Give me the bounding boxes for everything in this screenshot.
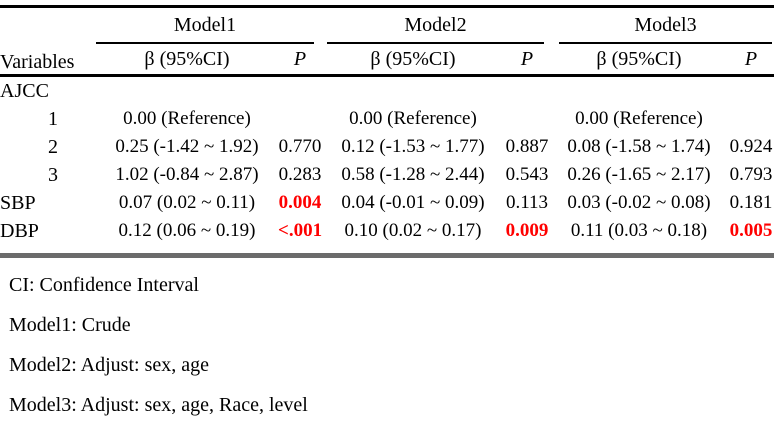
beta-ci-cell: 0.10 (0.02 ~ 0.17) <box>344 220 482 241</box>
footnote-model1: Model1: Crude <box>9 314 131 336</box>
beta-ci-cell <box>550 76 728 106</box>
row-label: SBP <box>0 192 36 214</box>
table-row-stage1: 1 0.00 (Reference) 0.00 (Reference) 0.00… <box>0 105 774 133</box>
beta-ci-cell: 0.00 (Reference) <box>123 108 251 129</box>
table-row-stage2: 2 0.25 (-1.42 ~ 1.92) 0.770 0.12 (-1.53 … <box>0 133 774 161</box>
p-value-cell <box>278 76 322 106</box>
table-row-stage3: 3 1.02 (-0.84 ~ 2.87) 0.283 0.58 (-1.28 … <box>0 161 774 189</box>
model2-group-header: Model2 <box>322 7 550 44</box>
variables-header: Variables <box>0 6 96 77</box>
model1-group-header: Model1 <box>96 7 322 44</box>
model3-beta-header: β (95%CI) <box>550 44 728 77</box>
p-value-cell: 0.770 <box>278 136 322 157</box>
p-value-cell <box>504 76 550 106</box>
p-value-cell: 0.924 <box>729 136 773 157</box>
model3-spanner: Model3 <box>559 8 772 44</box>
beta-ci-cell: 0.12 (0.06 ~ 0.19) <box>118 220 256 241</box>
table-row-ajcc: AJCC <box>0 76 774 106</box>
model-group-row: Variables Model1 Model2 Model3 <box>0 6 774 77</box>
p-value-cell: 0.887 <box>505 136 549 157</box>
subheader-row: β (95%CI) P β (95%CI) P β (95%CI) P <box>0 44 774 77</box>
beta-ci-cell: 0.25 (-1.42 ~ 1.92) <box>115 136 259 157</box>
beta-ci-cell: 0.00 (Reference) <box>349 108 477 129</box>
p-value-cell: 0.009 <box>505 220 549 241</box>
beta-ci-cell: 0.03 (-0.02 ~ 0.08) <box>567 192 711 213</box>
beta-ci-cell: 0.00 (Reference) <box>575 108 703 129</box>
beta-ci-cell: 1.02 (-0.84 ~ 2.87) <box>115 164 259 185</box>
p-value-cell <box>504 105 550 133</box>
table-row-sbp: SBP 0.07 (0.02 ~ 0.11) 0.004 0.04 (-0.01… <box>0 189 774 217</box>
p-value-cell <box>728 76 774 106</box>
footnotes: CI: Confidence Interval Model1: Crude Mo… <box>0 258 774 415</box>
model1-p-header: P <box>278 44 322 77</box>
beta-ci-cell: 0.04 (-0.01 ~ 0.09) <box>341 192 485 213</box>
p-value-cell: <.001 <box>278 220 322 241</box>
model2-p-header: P <box>504 44 550 77</box>
p-value-cell: 0.004 <box>278 192 322 213</box>
p-value-cell: 0.181 <box>729 192 773 213</box>
p-value-cell: 0.113 <box>505 192 549 213</box>
table-header: Variables Model1 Model2 Model3 <box>0 6 774 77</box>
row-label: AJCC <box>0 80 49 102</box>
model2-spanner: Model2 <box>327 8 544 44</box>
p-value-cell <box>728 105 774 133</box>
footnote-model2: Model2: Adjust: sex, age <box>9 354 209 376</box>
table-bottom-spacer <box>0 245 774 253</box>
p-value-cell: 0.793 <box>729 164 773 185</box>
model3-p-header: P <box>728 44 774 77</box>
p-value-cell: 0.283 <box>278 164 322 185</box>
table-bottom-rule <box>0 253 774 258</box>
footnote-ci: CI: Confidence Interval <box>9 274 199 296</box>
beta-ci-cell: 0.58 (-1.28 ~ 2.44) <box>341 164 485 185</box>
table-row-dbp: DBP 0.12 (0.06 ~ 0.19) <.001 0.10 (0.02 … <box>0 217 774 245</box>
beta-ci-cell: 0.08 (-1.58 ~ 1.74) <box>567 136 711 157</box>
beta-ci-cell: 0.26 (-1.65 ~ 2.17) <box>567 164 711 185</box>
row-label: 2 <box>48 136 58 158</box>
p-value-cell <box>278 105 322 133</box>
beta-ci-cell <box>322 76 504 106</box>
regression-table: Variables Model1 Model2 Model3 <box>0 5 774 253</box>
model1-beta-header: β (95%CI) <box>96 44 278 77</box>
model2-beta-header: β (95%CI) <box>322 44 504 77</box>
model2-label: Model2 <box>404 13 467 36</box>
row-label: DBP <box>0 220 39 242</box>
row-label: 1 <box>48 108 58 130</box>
beta-ci-cell <box>96 76 278 106</box>
p-value-cell: 0.005 <box>729 220 773 241</box>
row-label: 3 <box>48 164 58 186</box>
beta-ci-cell: 0.12 (-1.53 ~ 1.77) <box>341 136 485 157</box>
beta-ci-cell: 0.07 (0.02 ~ 0.11) <box>118 192 256 213</box>
model3-label: Model3 <box>634 13 697 36</box>
table-body: AJCC 1 0.00 (Reference) 0.00 (Reference)… <box>0 76 774 254</box>
model3-group-header: Model3 <box>550 7 774 44</box>
beta-ci-cell: 0.11 (0.03 ~ 0.18) <box>570 220 708 241</box>
footnote-model3: Model3: Adjust: sex, age, Race, level <box>9 394 308 416</box>
model1-spanner: Model1 <box>96 8 314 44</box>
model1-label: Model1 <box>173 13 237 36</box>
p-value-cell: 0.543 <box>505 164 549 185</box>
